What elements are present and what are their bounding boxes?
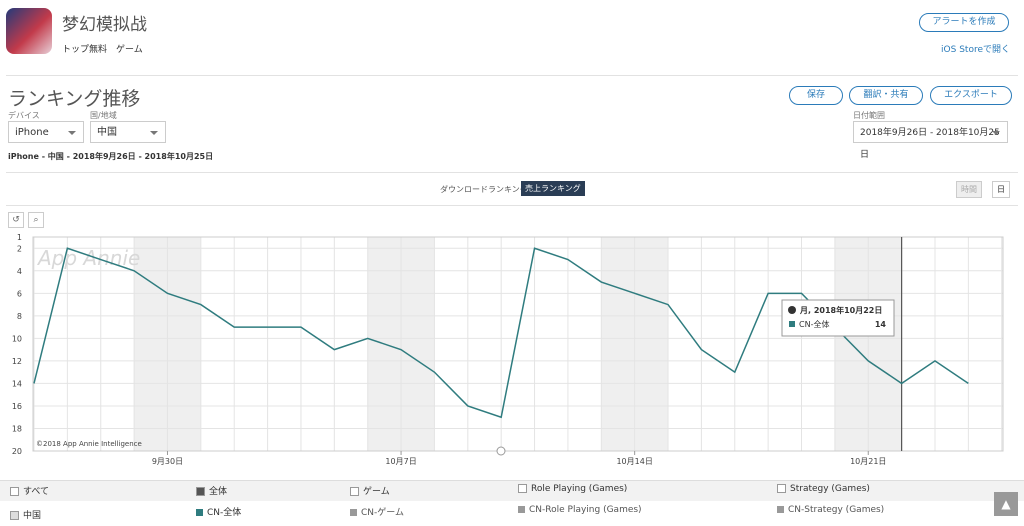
y-tick-label: 6 [17,289,22,298]
x-tick-label: 10月14日 [616,457,652,466]
alert-button[interactable]: アラートを作成 [919,13,1009,32]
legend-header-row [0,480,1024,501]
y-tick-label: 20 [12,447,22,456]
y-tick-label: 10 [12,334,22,343]
summary: iPhone - 中国 - 2018年9月26日 - 2018年10月25日 [8,152,214,161]
legend-entry[interactable]: CN-全体 [196,505,241,518]
hour-toggle[interactable]: 時間 [956,181,982,198]
watermark: App Annie [36,246,140,270]
legend-header[interactable]: Strategy (Games) [777,484,870,494]
date-label: 日付範囲 [853,111,885,120]
day-toggle[interactable]: 日 [992,181,1010,198]
divider [6,205,1018,206]
legend-row-text: 中国 [23,511,42,521]
save-button[interactable]: 保存 [789,86,843,105]
legend-header-text: ゲーム [363,487,390,497]
zoom-button[interactable]: ⌕ [28,212,44,228]
legend-entry-text: CN-全体 [207,508,242,518]
tooltip-value: 14 [875,320,887,329]
y-tick-label: 8 [17,312,22,321]
legend-header-text: すべて [23,487,50,497]
legend-header-text: Strategy (Games) [790,484,870,494]
legend-row-label[interactable]: 中国 [10,508,41,521]
country-select[interactable]: 中国 [90,121,166,143]
share-button[interactable]: 翻訳・共有 [849,86,923,105]
y-tick-label: 16 [12,402,22,411]
tooltip-swatch [789,321,795,327]
x-tick-label: 10月21日 [850,457,886,466]
scroll-handle [496,446,506,456]
y-tick-label: 1 [17,233,22,242]
divider [6,172,1018,173]
credit: ©2018 App Annie Intelligence [36,440,142,448]
plot-frame [32,236,1004,452]
legend-header-text: 全体 [209,487,228,497]
y-tick-label: 14 [12,379,22,388]
date-select[interactable]: 2018年9月26日 - 2018年10月25日 [853,121,1008,160]
device-select[interactable]: iPhone [8,121,84,143]
app-name: 梦幻模拟战 [62,15,147,35]
y-tick-label: 2 [17,244,22,253]
legend-header[interactable]: Role Playing (Games) [518,484,627,494]
reset-button[interactable]: ↺ [8,212,24,228]
legend-entry-text: CN-Role Playing (Games) [529,505,642,515]
legend-entry-text: CN-ゲーム [361,508,404,518]
store-link[interactable]: iOS Storeで開く [941,45,1010,55]
legend-header[interactable]: すべて [10,484,49,497]
legend-entry-text: CN-Strategy (Games) [788,505,885,515]
x-tick-label: 9月30日 [152,457,183,466]
y-tick-label: 18 [12,424,22,433]
tooltip-icon [788,306,796,314]
revenue-tab[interactable]: 売上ランキング [521,181,585,196]
device-label: デバイス [8,111,40,120]
legend-entry[interactable]: CN-Role Playing (Games) [518,505,642,515]
tooltip-series: CN-全体 [799,319,829,329]
app-tag: ゲーム [116,45,143,55]
export-button[interactable]: エクスポート [930,86,1012,105]
section-title: ランキング推移 [8,88,141,110]
scroll-top-button[interactable]: ▲ [994,492,1018,516]
legend-entry[interactable]: CN-Strategy (Games) [777,505,884,515]
y-tick-label: 4 [17,267,22,276]
legend-header[interactable]: ゲーム [350,484,390,497]
divider [6,75,1018,76]
download-tab[interactable]: ダウンロードランキング [440,185,528,194]
legend-entry[interactable]: CN-ゲーム [350,505,404,518]
tooltip-date: 月, 2018年10月22日 [799,305,882,315]
app-tag: トップ無料 [62,45,108,55]
legend-header-text: Role Playing (Games) [531,484,628,494]
country-label: 国/地域 [90,111,117,120]
x-tick-label: 10月7日 [385,457,416,466]
tooltip-box [781,299,895,337]
app-icon [6,8,52,54]
y-tick-label: 12 [12,357,22,366]
legend-header[interactable]: 全体 [196,484,227,497]
